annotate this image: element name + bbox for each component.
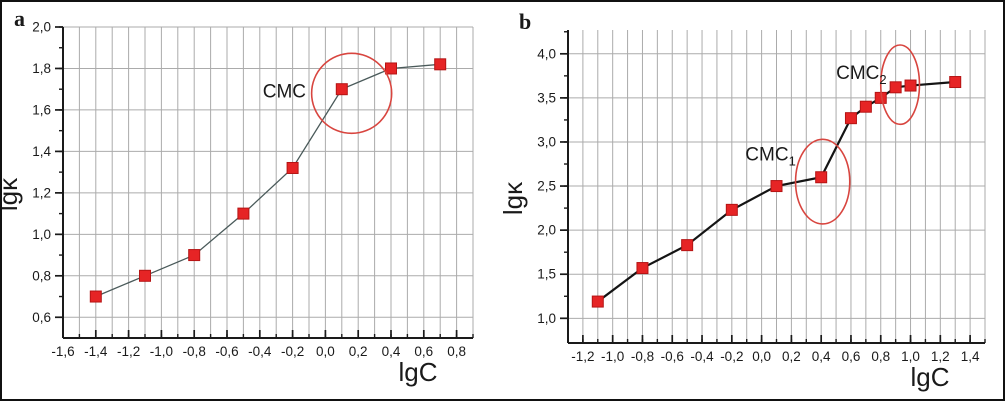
tick-labels: -1,6 -1,4 -1,2 -1,0 -0,8 -0,6 -0,4 -0,2 0,0 0,2 0,… bbox=[32, 20, 466, 360]
cmc-label: CMC2 bbox=[836, 63, 887, 87]
x-tick-label: 0,2 bbox=[782, 349, 801, 364]
cmc-label: CMC1 bbox=[745, 144, 796, 168]
y-tick-label: 1,5 bbox=[537, 267, 556, 282]
panel-letter: a bbox=[14, 6, 25, 31]
ticks bbox=[55, 26, 474, 338]
data-point-marker bbox=[770, 180, 783, 193]
x-tick-label: -1,6 bbox=[51, 344, 74, 359]
y-tick-label: 1,8 bbox=[32, 61, 51, 76]
x-tick-label: 1,4 bbox=[961, 349, 980, 364]
y-tick-label: 3,5 bbox=[537, 90, 556, 105]
x-tick-label: 0,8 bbox=[871, 349, 890, 364]
x-axis-label: lgC bbox=[398, 357, 437, 387]
x-tick-label: 0,4 bbox=[812, 349, 831, 364]
x-tick-label: 0,8 bbox=[447, 344, 466, 359]
x-tick-label: 0,6 bbox=[414, 344, 433, 359]
data-point-marker bbox=[335, 83, 348, 96]
x-tick-label: 0,2 bbox=[349, 344, 368, 359]
data-points bbox=[89, 58, 447, 303]
x-tick-label: 1,2 bbox=[931, 349, 950, 364]
x-tick-label: 0,0 bbox=[752, 349, 771, 364]
y-tick-label: 1,0 bbox=[32, 227, 51, 242]
tick-labels: -1,2 -1,0 -0,8 -0,6 -0,4 -0,2 0,0 0,2 0,4 0,6 0,8 1… bbox=[537, 46, 980, 364]
data-point-marker bbox=[286, 161, 299, 174]
x-tick-label: -0,6 bbox=[661, 349, 684, 364]
y-tick-label: 1,4 bbox=[32, 144, 51, 159]
x-tick-label: -0,4 bbox=[690, 349, 714, 364]
data-line bbox=[95, 63, 441, 298]
data-point-marker bbox=[636, 262, 649, 275]
data-point-marker bbox=[889, 81, 902, 94]
y-tick-label: 2,0 bbox=[537, 223, 556, 238]
panel-a: -1,6 -1,4 -1,2 -1,0 -0,8 -0,6 -0,4 -0,2 0,0 0,2 0,… bbox=[2, 6, 474, 387]
y-tick-label: 2,5 bbox=[537, 179, 556, 194]
y-tick-label: 0,6 bbox=[32, 310, 51, 325]
cmc-ellipse bbox=[879, 44, 921, 126]
x-tick-label: -1,2 bbox=[117, 344, 140, 359]
data-point-marker bbox=[591, 295, 604, 308]
x-tick-label: -1,4 bbox=[84, 344, 108, 359]
y-tick-label: 4,0 bbox=[537, 46, 556, 61]
data-point-marker bbox=[188, 249, 201, 262]
data-point-marker bbox=[904, 79, 917, 92]
y-tick-label: 3,0 bbox=[537, 134, 556, 149]
y-tick-label: 2,0 bbox=[32, 20, 51, 35]
y-tick-label: 1,6 bbox=[32, 102, 51, 117]
x-tick-label: 1,0 bbox=[901, 349, 920, 364]
data-point-marker bbox=[859, 100, 872, 113]
data-point-marker bbox=[434, 58, 447, 71]
x-tick-label: -0,2 bbox=[720, 349, 743, 364]
x-tick-label: -1,0 bbox=[601, 349, 624, 364]
x-tick-label: -0,6 bbox=[215, 344, 238, 359]
x-tick-label: -0,2 bbox=[281, 344, 304, 359]
x-tick-label: 0,4 bbox=[382, 344, 401, 359]
data-points bbox=[591, 76, 962, 308]
x-tick-label: -1,0 bbox=[150, 344, 173, 359]
ticks bbox=[560, 31, 986, 343]
y-tick-label: 0,8 bbox=[32, 268, 51, 283]
x-tick-label: 0,0 bbox=[316, 344, 335, 359]
cmc-label: CMC bbox=[263, 81, 306, 102]
panel-b: -1,2 -1,0 -0,8 -0,6 -0,4 -0,2 0,0 0,2 0,4 0,6 0,8 1… bbox=[498, 9, 986, 392]
cmc-ellipse bbox=[310, 52, 393, 135]
gridlines bbox=[63, 26, 474, 338]
y-tick-label: 1,2 bbox=[32, 185, 51, 200]
x-tick-label: -0,8 bbox=[631, 349, 654, 364]
cmc-ellipse bbox=[794, 138, 851, 225]
data-point-marker bbox=[725, 203, 738, 216]
x-tick-label: -0,4 bbox=[248, 344, 272, 359]
data-point-marker bbox=[844, 112, 857, 125]
y-tick-label: 1,0 bbox=[537, 311, 556, 326]
data-point-marker bbox=[237, 207, 250, 220]
data-point-marker bbox=[385, 62, 397, 75]
x-tick-label: -0,8 bbox=[183, 344, 206, 359]
y-axis-label: lgκ bbox=[498, 181, 528, 215]
data-point-marker bbox=[681, 239, 694, 252]
x-tick-label: 0,6 bbox=[842, 349, 861, 364]
axes bbox=[62, 27, 473, 339]
data-point-marker bbox=[139, 269, 151, 282]
data-point-marker bbox=[89, 290, 102, 303]
panel-letter: b bbox=[519, 9, 531, 34]
x-axis-label: lgC bbox=[910, 362, 949, 392]
y-axis-label: lgκ bbox=[2, 177, 23, 211]
data-point-marker bbox=[815, 171, 828, 184]
x-tick-label: -1,2 bbox=[571, 349, 594, 364]
data-point-marker bbox=[949, 76, 962, 89]
